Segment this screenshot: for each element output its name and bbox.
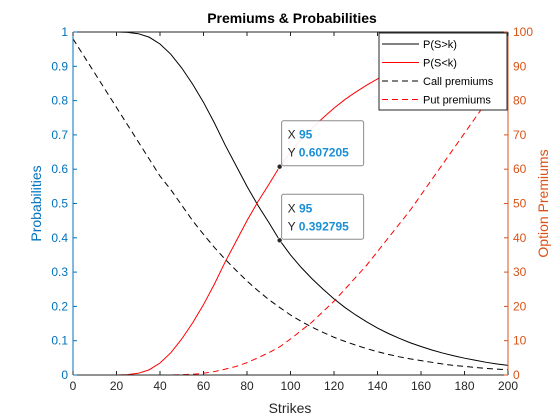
legend-label: Put premiums [423, 95, 491, 107]
datatip-marker [276, 163, 283, 170]
x-tick-label: 60 [197, 379, 211, 393]
axes-layer: 0 20 40 60 80 100 120 140 160 180 20000.10.20.30.4… [51, 25, 533, 393]
y-left-tick-label: 0 [61, 368, 68, 382]
y-left-tick-label: 1 [61, 25, 68, 39]
legend-label: Call premiums [423, 76, 494, 88]
legend[interactable]: P(S>k) P(S<k) Call premiums Put premiums [378, 32, 508, 111]
y-left-tick-label: 0.2 [51, 299, 68, 313]
y-left-tick-label: 0.6 [51, 162, 68, 176]
datatip-2[interactable]: X 95 Y 0.392795 [276, 193, 365, 244]
y-right-tick-label: 30 [513, 265, 527, 279]
y-right-tick-label: 100 [513, 25, 533, 39]
x-tick-label: 120 [324, 379, 344, 393]
y-right-tick-label: 20 [513, 299, 527, 313]
y-right-tick-label: 70 [513, 128, 527, 142]
y-left-tick-label: 0.7 [51, 128, 68, 142]
x-tick-label: 140 [367, 379, 387, 393]
y-right-tick-label: 90 [513, 59, 527, 73]
x-tick-label: 160 [411, 379, 431, 393]
legend-entry-2[interactable]: P(S<k) [382, 58, 457, 70]
y-left-tick-label: 0.4 [51, 231, 68, 245]
datatip-box [281, 120, 365, 167]
datatip-box [281, 193, 365, 240]
y-right-tick-label: 80 [513, 94, 527, 108]
y-right-tick-label: 50 [513, 197, 527, 211]
x-tick-label: 100 [280, 379, 300, 393]
datatip-y-row: Y 0.607205 [288, 146, 350, 160]
y-axis-right-label: Option Premiums [535, 149, 551, 257]
series-line-1[interactable] [73, 31, 509, 366]
legend-entry-4[interactable]: Put premiums [382, 95, 491, 107]
legend-label: P(S<k) [423, 58, 457, 70]
x-tick-label: 0 [70, 379, 77, 393]
y-axis-left-label: Probabilities [28, 165, 44, 241]
datatip-marker [276, 237, 283, 244]
datatip-1[interactable]: X 95 Y 0.607205 [276, 120, 365, 170]
datatip-x-row: X 95 [288, 128, 313, 142]
x-tick-label: 80 [240, 379, 254, 393]
y-right-tick-label: 10 [513, 334, 527, 348]
legend-label: P(S>k) [423, 39, 457, 51]
legend-entry-3[interactable]: Call premiums [382, 76, 494, 88]
datatips-layer: X 95 Y 0.607205 X 95 Y 0.392795 [276, 120, 365, 244]
chart-title: Premiums & Probabilities [207, 10, 377, 26]
legend-entry-1[interactable]: P(S>k) [382, 39, 457, 51]
x-tick-label: 20 [110, 379, 124, 393]
y-right-tick-label: 60 [513, 162, 527, 176]
x-axis-label: Strikes [269, 400, 312, 416]
y-left-tick-label: 0.9 [51, 59, 68, 73]
series-line-3[interactable] [72, 38, 509, 371]
datatip-x-row: X 95 [288, 201, 313, 215]
y-left-tick-label: 0.1 [51, 334, 68, 348]
y-right-tick-label: 0 [513, 368, 520, 382]
x-tick-label: 180 [454, 379, 474, 393]
y-left-tick-label: 0.3 [51, 265, 68, 279]
datatip-y-row: Y 0.392795 [288, 219, 350, 233]
y-left-tick-label: 0.5 [51, 197, 68, 211]
x-tick-label: 40 [153, 379, 167, 393]
x-tick-label: 200 [498, 379, 518, 393]
legend-box [378, 32, 508, 111]
y-right-tick-label: 40 [513, 231, 527, 245]
y-left-tick-label: 0.8 [51, 94, 68, 108]
